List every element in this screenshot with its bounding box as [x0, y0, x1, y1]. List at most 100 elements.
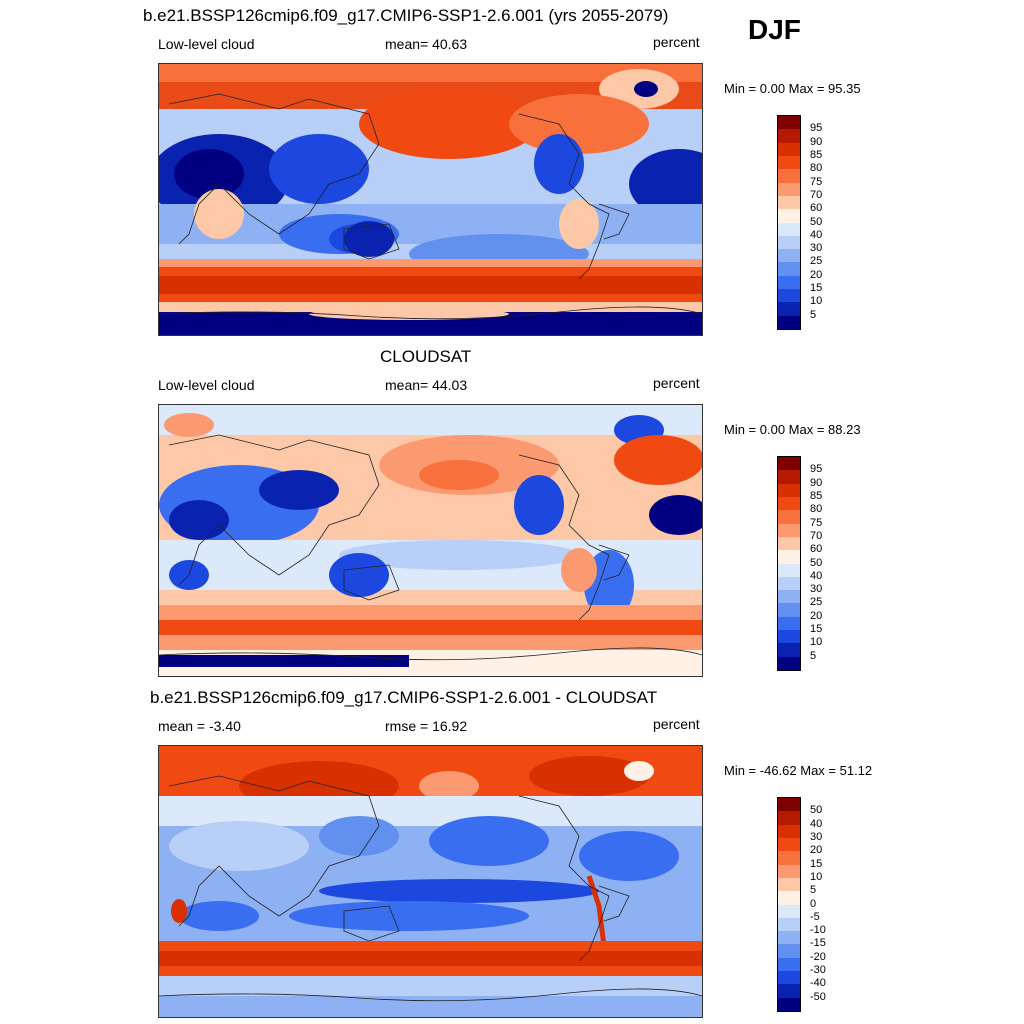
panel1-colorbar — [777, 115, 801, 330]
colorbar-swatch — [778, 536, 800, 551]
colorbar-swatch — [778, 997, 800, 1011]
colorbar-swatch — [778, 129, 800, 143]
panel2-variable: Low-level cloud — [158, 377, 255, 393]
colorbar-swatch — [778, 169, 800, 183]
colorbar-swatch — [778, 496, 800, 511]
colorbar-tick-label: -10 — [810, 924, 826, 937]
colorbar-swatch — [778, 904, 800, 918]
colorbar-tick-label: 40 — [810, 569, 823, 582]
colorbar-swatch — [778, 457, 800, 471]
colorbar-swatch — [778, 864, 800, 878]
colorbar-swatch — [778, 470, 800, 484]
colorbar-tick-label: 10 — [810, 295, 823, 308]
colorbar-tick-label: 5 — [810, 308, 817, 321]
colorbar-swatch — [778, 142, 800, 156]
colorbar-tick-label: 30 — [810, 242, 823, 255]
colorbar-swatch — [778, 315, 800, 329]
panel2-colorbar — [777, 456, 801, 671]
colorbar-swatch — [778, 209, 800, 223]
panel2-minmax: Min = 0.00 Max = 88.23 — [724, 422, 861, 437]
colorbar-tick-label: -30 — [810, 964, 826, 977]
colorbar-tick-label: 20 — [810, 268, 823, 281]
colorbar-tick-label: -50 — [810, 990, 826, 1003]
colorbar-tick-label: 30 — [810, 583, 823, 596]
panel1-map — [158, 63, 703, 336]
colorbar-tick-label: 40 — [810, 817, 823, 830]
colorbar-tick-label: 20 — [810, 844, 823, 857]
colorbar-swatch — [778, 590, 800, 604]
colorbar-swatch — [778, 811, 800, 825]
panel3-map-svg — [159, 746, 702, 1017]
panel3-units: percent — [653, 716, 700, 732]
colorbar-tick-label: 90 — [810, 476, 823, 489]
colorbar-swatch — [778, 222, 800, 236]
colorbar-swatch — [778, 984, 800, 998]
colorbar-swatch — [778, 616, 800, 631]
colorbar-tick-label: -20 — [810, 950, 826, 963]
panel2-units: percent — [653, 375, 700, 391]
panel3-colorbar — [777, 797, 801, 1012]
colorbar-tick-label: 10 — [810, 870, 823, 883]
colorbar-tick-label: 15 — [810, 857, 823, 870]
colorbar-tick-label: 80 — [810, 503, 823, 516]
colorbar-swatch — [778, 523, 800, 537]
colorbar-tick-label: 90 — [810, 135, 823, 148]
colorbar-tick-label: 5 — [810, 649, 817, 662]
colorbar-swatch — [778, 182, 800, 196]
colorbar-tick-label: 75 — [810, 175, 823, 188]
colorbar-tick-label: 25 — [810, 255, 823, 268]
colorbar-swatch — [778, 603, 800, 617]
colorbar-tick-label: 15 — [810, 623, 823, 636]
colorbar-swatch — [778, 550, 800, 564]
colorbar-swatch — [778, 931, 800, 945]
colorbar-swatch — [778, 262, 800, 276]
colorbar-swatch — [778, 249, 800, 263]
colorbar-tick-label: 85 — [810, 489, 823, 502]
colorbar-swatch — [778, 155, 800, 170]
colorbar-tick-label: 60 — [810, 202, 823, 215]
colorbar-swatch — [778, 302, 800, 316]
colorbar-swatch — [778, 630, 800, 644]
colorbar-swatch — [778, 891, 800, 905]
colorbar-tick-label: 15 — [810, 282, 823, 295]
colorbar-swatch — [778, 944, 800, 958]
panel3-rmse: rmse = 16.92 — [385, 718, 468, 734]
panel1-variable: Low-level cloud — [158, 36, 255, 52]
colorbar-swatch — [778, 563, 800, 577]
colorbar-tick-label: 95 — [810, 463, 823, 476]
panel1-map-svg — [159, 64, 702, 335]
colorbar-tick-label: 50 — [810, 556, 823, 569]
panel1-units: percent — [653, 34, 700, 50]
colorbar-tick-label: 10 — [810, 636, 823, 649]
colorbar-tick-label: 5 — [810, 884, 817, 897]
colorbar-tick-label: 20 — [810, 609, 823, 622]
panel2-map — [158, 404, 703, 677]
panel3-title: b.e21.BSSP126cmip6.f09_g17.CMIP6-SSP1-2.… — [150, 688, 658, 707]
colorbar-tick-label: 50 — [810, 804, 823, 817]
panel3-mean: mean = -3.40 — [158, 718, 241, 734]
colorbar-swatch — [778, 483, 800, 497]
colorbar-swatch — [778, 116, 800, 130]
colorbar-tick-label: 50 — [810, 215, 823, 228]
colorbar-swatch — [778, 798, 800, 812]
panel3-minmax: Min = -46.62 Max = 51.12 — [724, 763, 873, 778]
panel2-map-svg — [159, 405, 702, 676]
panel3-map — [158, 745, 703, 1018]
colorbar-tick-label: -15 — [810, 937, 826, 950]
panel1-mean: mean= 40.63 — [385, 36, 468, 52]
colorbar-tick-label: 0 — [810, 897, 817, 910]
colorbar-tick-label: 30 — [810, 830, 823, 843]
panel1-minmax: Min = 0.00 Max = 95.35 — [724, 81, 861, 96]
colorbar-tick-label: 95 — [810, 122, 823, 135]
colorbar-swatch — [778, 235, 800, 250]
colorbar-tick-label: 40 — [810, 228, 823, 241]
panel2-mean: mean= 44.03 — [385, 377, 468, 393]
colorbar-tick-label: 60 — [810, 543, 823, 556]
colorbar-tick-label: 25 — [810, 596, 823, 609]
colorbar-swatch — [778, 877, 800, 892]
colorbar-swatch — [778, 195, 800, 210]
colorbar-swatch — [778, 837, 800, 852]
colorbar-swatch — [778, 957, 800, 972]
colorbar-tick-label: 75 — [810, 516, 823, 529]
colorbar-swatch — [778, 275, 800, 290]
